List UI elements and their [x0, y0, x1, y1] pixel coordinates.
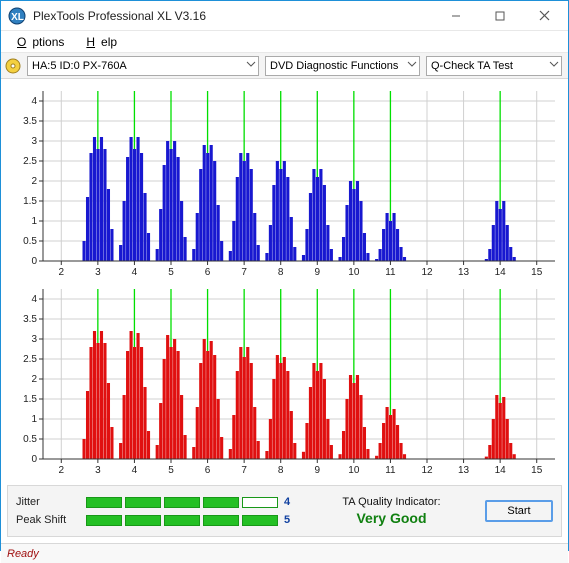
menubar: Options Help	[1, 31, 568, 53]
chart-top: 0 0.5 1 1.5 2 2.5 3 3.5 4 2 3 4 5 6 7 8 9 10 11 12 13 14 15	[7, 83, 563, 281]
svg-text:8: 8	[278, 267, 284, 278]
svg-text:11: 11	[385, 267, 396, 278]
svg-text:3: 3	[31, 334, 37, 345]
drive-select[interactable]: HA:5 ID:0 PX-760A	[27, 56, 259, 76]
svg-text:13: 13	[458, 267, 470, 278]
svg-text:12: 12	[421, 267, 433, 278]
window-title: PlexTools Professional XL V3.16	[33, 9, 434, 23]
svg-text:3: 3	[95, 465, 101, 476]
meter-segment	[164, 515, 200, 526]
svg-text:3.5: 3.5	[23, 314, 37, 325]
meter-segment	[125, 515, 161, 526]
quality-indicator: TA Quality Indicator: Very Good	[308, 496, 475, 526]
svg-text:3: 3	[31, 136, 37, 147]
jitter-label: Jitter	[16, 496, 80, 508]
start-button[interactable]: Start	[485, 500, 553, 522]
svg-text:4: 4	[31, 96, 37, 107]
svg-text:10: 10	[348, 465, 360, 476]
drive-select-label: HA:5 ID:0 PX-760A	[32, 60, 127, 72]
peak-value: 5	[284, 514, 298, 526]
quality-label: TA Quality Indicator:	[342, 496, 440, 508]
peak-label: Peak Shift	[16, 514, 80, 526]
svg-text:10: 10	[348, 267, 360, 278]
svg-text:2: 2	[59, 267, 65, 278]
svg-text:8: 8	[278, 465, 284, 476]
svg-text:6: 6	[205, 465, 211, 476]
chart-bottom: 0 0.5 1 1.5 2 2.5 3 3.5 4 2 3 4 5 6 7 8 9 10 11 12 13 14 15	[7, 281, 563, 479]
test-select-label: Q-Check TA Test	[431, 60, 513, 72]
svg-text:13: 13	[458, 465, 470, 476]
meter-segment	[242, 497, 278, 508]
status-panel: Jitter 4 Peak Shift 5 TA Quality Indicat…	[7, 485, 562, 537]
meter-segment	[203, 497, 239, 508]
function-select-label: DVD Diagnostic Functions	[270, 60, 398, 72]
meter-segment	[242, 515, 278, 526]
menu-help[interactable]: Help	[74, 33, 123, 51]
svg-text:2.5: 2.5	[23, 156, 37, 167]
svg-text:6: 6	[205, 267, 211, 278]
meter-segment	[125, 497, 161, 508]
meter-segment	[164, 497, 200, 508]
svg-text:4: 4	[132, 267, 138, 278]
svg-text:4: 4	[132, 465, 138, 476]
svg-text:2.5: 2.5	[23, 354, 37, 365]
svg-text:5: 5	[168, 267, 174, 278]
svg-text:2: 2	[31, 374, 37, 385]
svg-text:14: 14	[495, 465, 507, 476]
svg-text:4: 4	[31, 294, 37, 305]
meters: Jitter 4 Peak Shift 5	[16, 496, 298, 526]
meter-segment	[203, 515, 239, 526]
svg-text:12: 12	[421, 465, 433, 476]
app-icon: XL	[7, 6, 27, 26]
disc-icon	[5, 58, 21, 74]
svg-text:0.5: 0.5	[23, 236, 37, 247]
statusbar-text: Ready	[7, 548, 39, 560]
statusbar: Ready	[1, 543, 568, 563]
jitter-bars	[86, 497, 278, 508]
svg-text:3: 3	[95, 267, 101, 278]
maximize-button[interactable]	[478, 1, 522, 30]
close-button[interactable]	[522, 1, 566, 30]
peak-row: Peak Shift 5	[16, 514, 298, 526]
svg-text:1.5: 1.5	[23, 394, 37, 405]
svg-text:14: 14	[495, 267, 507, 278]
svg-text:5: 5	[168, 465, 174, 476]
meter-segment	[86, 515, 122, 526]
svg-text:0.5: 0.5	[23, 434, 37, 445]
function-select[interactable]: DVD Diagnostic Functions	[265, 56, 420, 76]
jitter-row: Jitter 4	[16, 496, 298, 508]
svg-text:9: 9	[315, 465, 321, 476]
chevron-down-icon	[407, 59, 417, 72]
svg-text:2: 2	[31, 176, 37, 187]
svg-text:XL: XL	[11, 12, 24, 23]
svg-text:1: 1	[31, 414, 37, 425]
titlebar: XL PlexTools Professional XL V3.16	[1, 1, 568, 31]
svg-text:15: 15	[531, 267, 543, 278]
svg-text:11: 11	[385, 465, 396, 476]
chevron-down-icon	[549, 59, 559, 72]
minimize-button[interactable]	[434, 1, 478, 30]
quality-value: Very Good	[356, 510, 426, 526]
svg-text:0: 0	[31, 454, 37, 465]
chart-area: 00.511.522.533.5423456789101112131415 00…	[1, 79, 568, 481]
svg-text:0: 0	[31, 256, 37, 267]
svg-text:2: 2	[59, 465, 65, 476]
svg-text:7: 7	[241, 267, 247, 278]
svg-text:1: 1	[31, 216, 37, 227]
svg-text:1.5: 1.5	[23, 196, 37, 207]
jitter-value: 4	[284, 496, 298, 508]
svg-text:9: 9	[315, 267, 321, 278]
chevron-down-icon	[246, 59, 256, 72]
toolbar: HA:5 ID:0 PX-760A DVD Diagnostic Functio…	[1, 53, 568, 79]
peak-bars	[86, 515, 278, 526]
svg-text:15: 15	[531, 465, 543, 476]
svg-text:7: 7	[241, 465, 247, 476]
svg-text:3.5: 3.5	[23, 116, 37, 127]
menu-options[interactable]: Options	[5, 33, 70, 51]
meter-segment	[86, 497, 122, 508]
test-select[interactable]: Q-Check TA Test	[426, 56, 562, 76]
